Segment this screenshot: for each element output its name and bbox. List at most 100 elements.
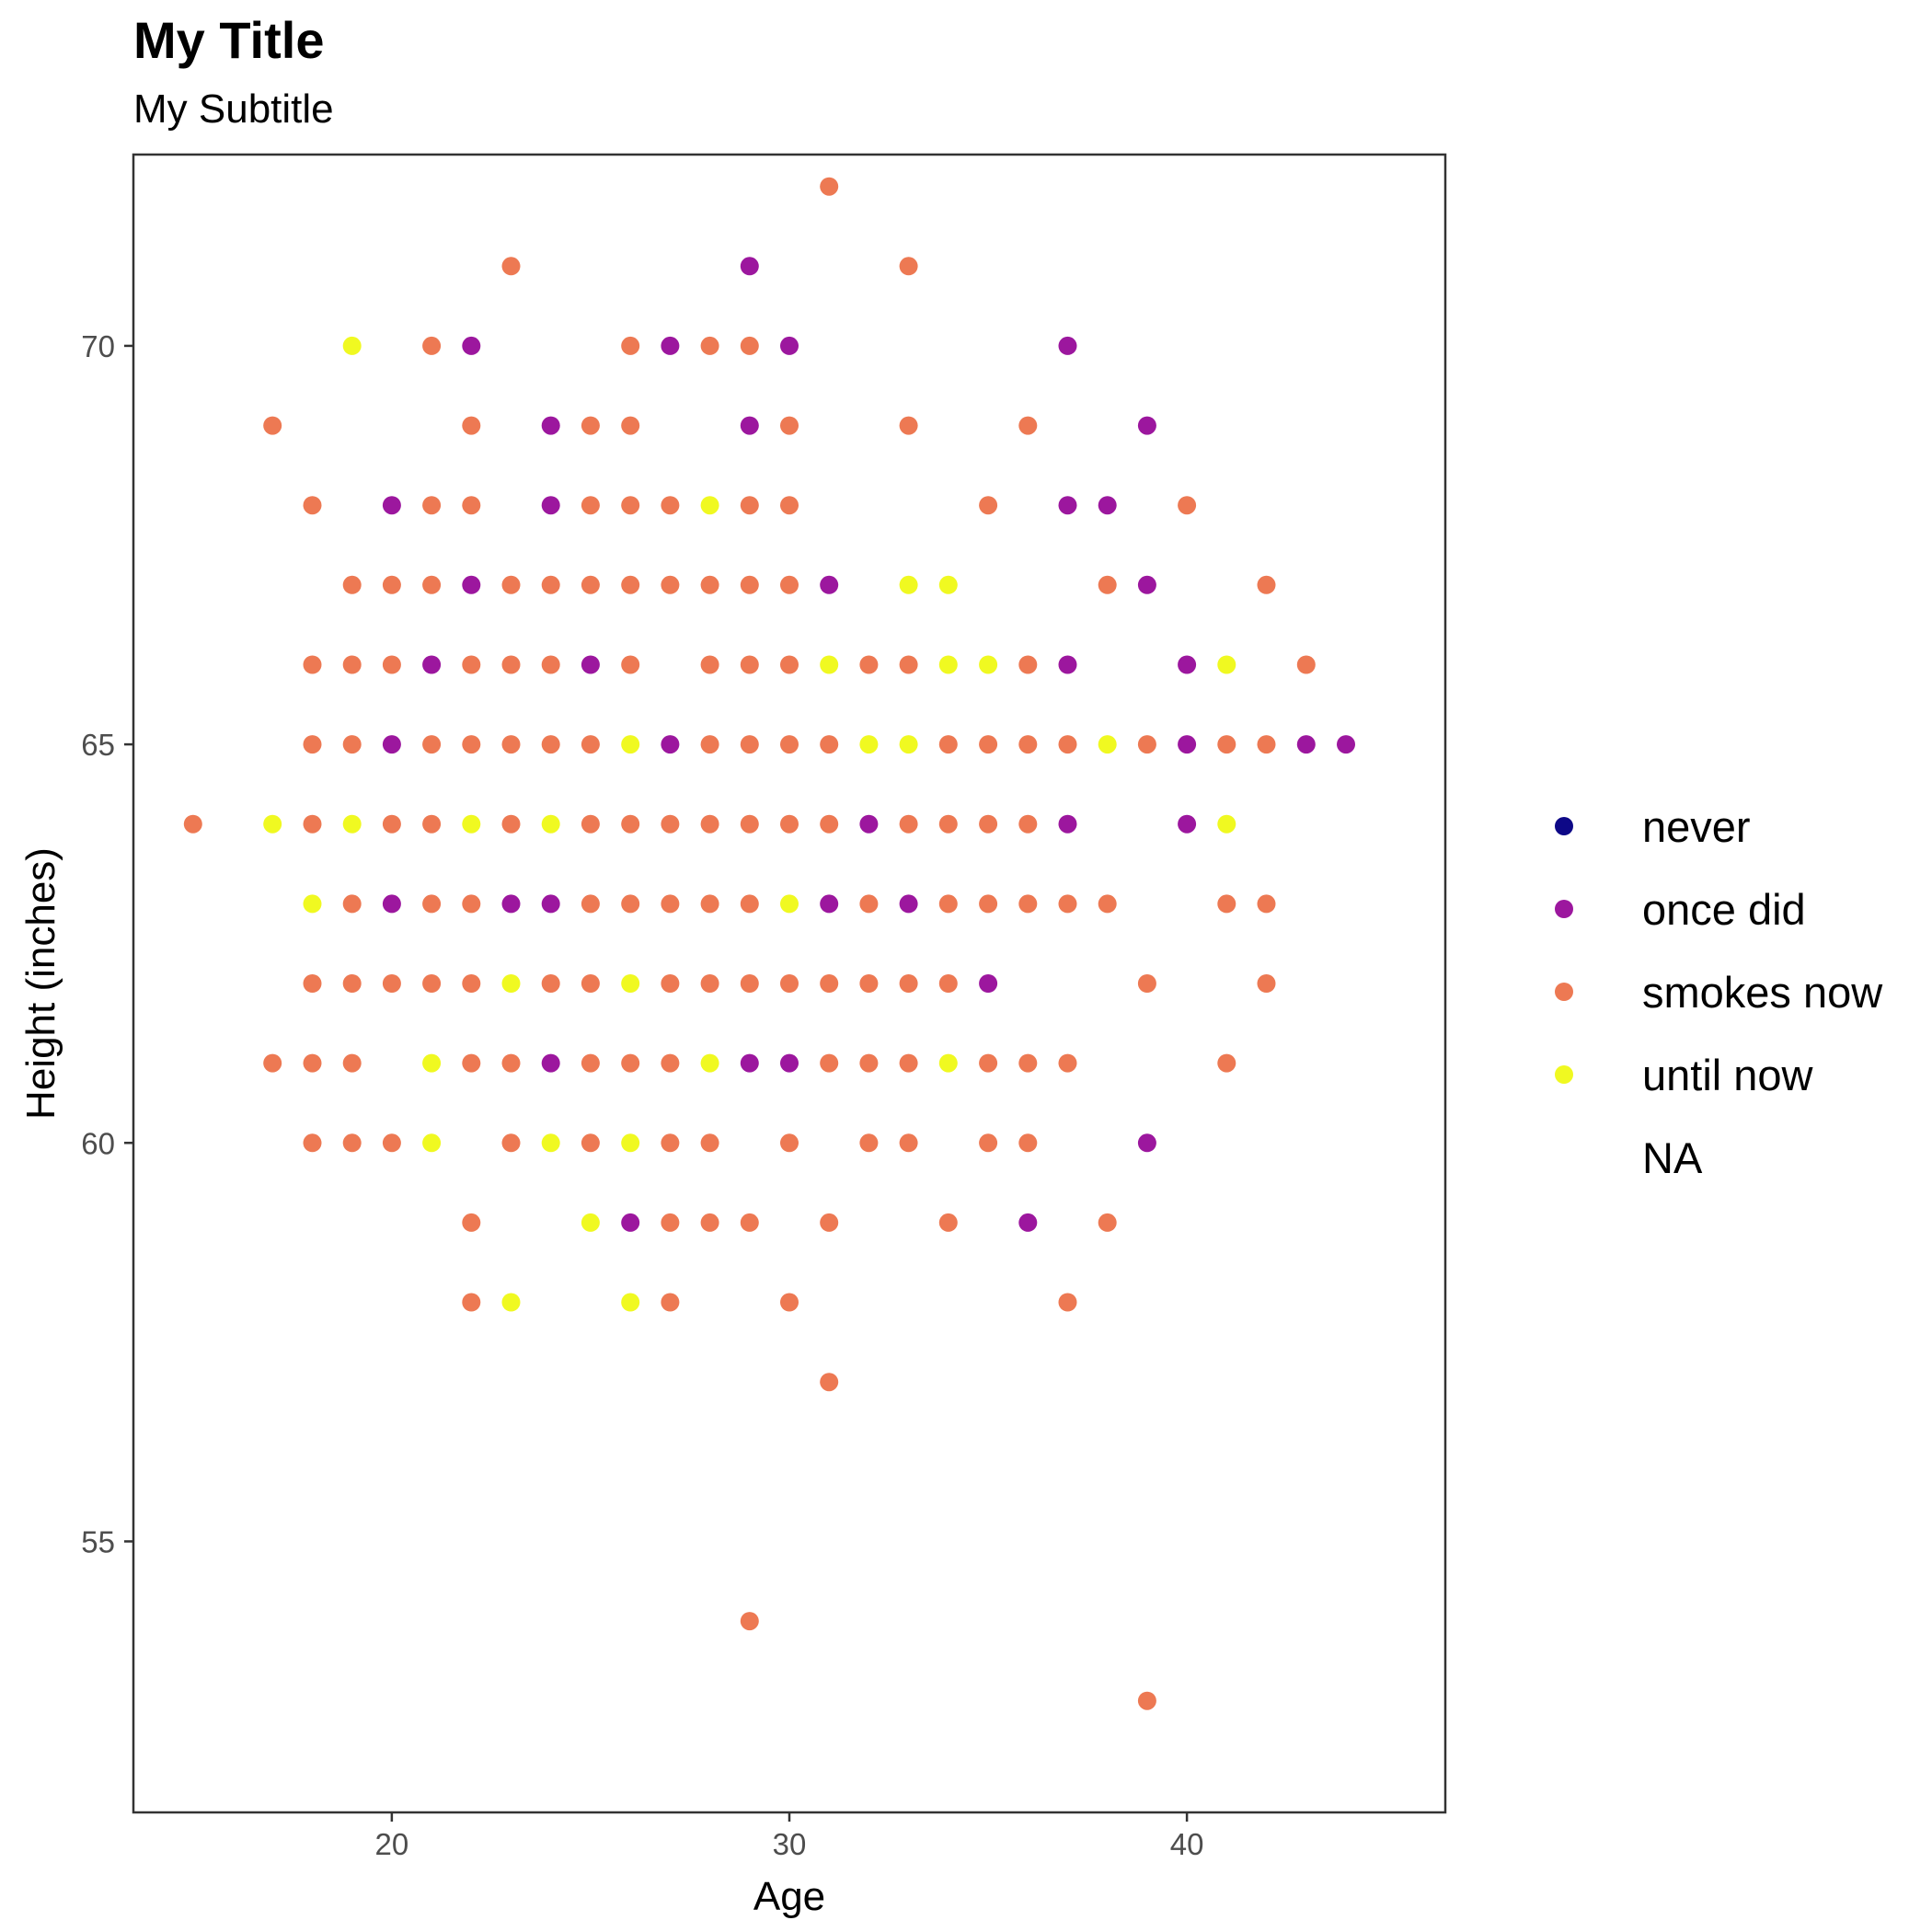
data-point [581,1053,600,1073]
x-axis: 20 30 40 [375,1812,1203,1861]
legend-item-na: NA [1642,1133,1703,1182]
data-point [581,974,600,993]
data-point [1217,655,1236,674]
data-point [979,496,998,515]
chart-subtitle: My Subtitle [133,86,334,132]
data-point [1058,1053,1077,1073]
data-point [263,416,282,435]
data-point [899,894,918,914]
data-point [700,496,719,515]
data-point [899,1053,918,1073]
data-point [1217,814,1236,834]
data-point [1217,1053,1236,1073]
data-point [780,1133,799,1153]
data-point [1178,496,1197,515]
data-point [979,894,998,914]
data-point [1337,735,1355,754]
data-point [1098,894,1117,914]
y-tick-label: 65 [81,728,115,762]
x-tick-label: 20 [375,1827,409,1861]
data-point [859,655,879,674]
data-point [382,1133,401,1153]
data-point [621,974,640,993]
data-point [581,735,600,754]
data-point [1018,814,1038,834]
data-point [462,575,481,594]
data-point [859,735,879,754]
data-point [820,894,839,914]
data-point [700,814,719,834]
data-point [501,1133,521,1153]
data-point [820,735,839,754]
data-point [303,894,322,914]
data-point [501,1053,521,1073]
data-point [1058,496,1077,515]
data-point [303,814,322,834]
data-point [661,974,680,993]
data-point [1217,735,1236,754]
data-point [581,575,600,594]
data-point [1018,894,1038,914]
y-tick-label: 55 [81,1524,115,1558]
data-point [342,974,362,993]
chart-title: My Title [133,11,324,69]
data-point [1098,1213,1117,1232]
data-point [820,655,839,674]
data-point [780,655,799,674]
data-point [581,496,600,515]
data-point [462,894,481,914]
data-point [1018,1213,1038,1232]
data-point [1098,735,1117,754]
data-point [740,1053,759,1073]
data-point [859,1053,879,1073]
data-point [780,496,799,515]
data-point [1018,1133,1038,1153]
y-tick-label: 60 [81,1126,115,1160]
data-point [581,1213,600,1232]
data-point [541,416,560,435]
data-point [1137,575,1156,594]
data-point [501,655,521,674]
data-point [859,1133,879,1153]
data-point [501,735,521,754]
data-point [700,1213,719,1232]
data-point [740,814,759,834]
data-point [1178,655,1197,674]
data-point [740,416,759,435]
data-point [820,177,839,196]
data-point [859,974,879,993]
data-point [979,1133,998,1153]
data-point [1257,974,1276,993]
data-point [303,735,322,754]
data-point [1058,336,1077,355]
data-point [462,814,481,834]
data-point [661,336,680,355]
data-point [1058,1293,1077,1312]
data-point [342,814,362,834]
legend-label-until: until now [1642,1051,1814,1099]
data-point [1137,1133,1156,1153]
data-point [740,974,759,993]
data-point [899,814,918,834]
data-point [422,655,442,674]
data-point [938,1213,958,1232]
data-point [541,814,560,834]
data-point [462,1293,481,1312]
data-point [979,1053,998,1073]
data-point [1178,735,1197,754]
data-point [938,735,958,754]
data-point [303,1133,322,1153]
data-point [422,1053,442,1073]
data-point [382,655,401,674]
data-point [1058,735,1077,754]
data-point [979,974,998,993]
legend: never once did smokes now until now NA [1555,802,1883,1182]
data-point [938,894,958,914]
data-point [661,1133,680,1153]
data-point [661,735,680,754]
data-point [859,814,879,834]
data-point [342,1053,362,1073]
data-point [938,655,958,674]
data-point [780,735,799,754]
